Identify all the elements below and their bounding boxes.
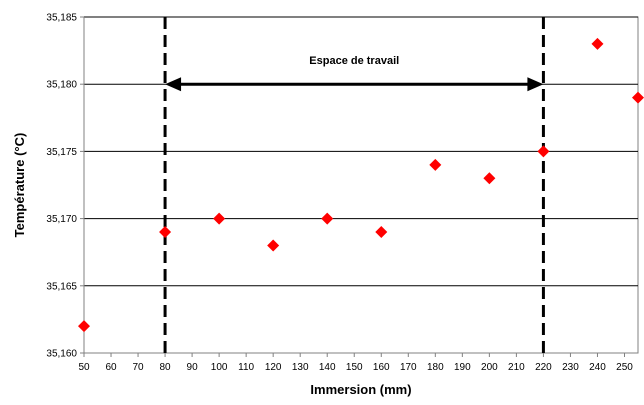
x-tick-label: 160 bbox=[373, 362, 390, 373]
data-point bbox=[375, 226, 388, 239]
x-tick-label: 230 bbox=[562, 362, 579, 373]
x-tick-label: 100 bbox=[211, 362, 228, 373]
arrow-head-right bbox=[527, 77, 544, 92]
x-tick-label: 210 bbox=[508, 362, 525, 373]
data-point bbox=[632, 91, 644, 104]
x-tick-label: 180 bbox=[427, 362, 444, 373]
plot-area bbox=[83, 16, 639, 354]
data-point bbox=[159, 226, 172, 239]
x-tick-label: 220 bbox=[535, 362, 552, 373]
data-point bbox=[213, 212, 226, 225]
x-axis-title: Immersion (mm) bbox=[310, 382, 411, 397]
x-tick-label: 190 bbox=[454, 362, 471, 373]
work-space-boundaries bbox=[163, 17, 545, 353]
data-point bbox=[267, 239, 280, 252]
x-tick-label: 60 bbox=[105, 362, 117, 373]
x-tick-label: 200 bbox=[481, 362, 498, 373]
x-tick-label: 50 bbox=[78, 362, 90, 373]
arrow-head-left bbox=[165, 77, 182, 92]
data-point bbox=[429, 158, 442, 171]
x-tick-label: 80 bbox=[160, 362, 172, 373]
y-tick-label: 35,185 bbox=[46, 13, 77, 24]
x-tick-label: 170 bbox=[400, 362, 417, 373]
work-space-label: Espace de travail bbox=[309, 55, 399, 67]
x-tick-label: 120 bbox=[265, 362, 282, 373]
x-tick-label: 130 bbox=[292, 362, 309, 373]
x-tick-labels: 50 60 70 80 90 100 110 120 130 140 150 160 170 180 190… bbox=[78, 353, 633, 373]
axes bbox=[83, 17, 638, 354]
y-tick-label: 35,165 bbox=[46, 281, 77, 292]
x-tick-label: 150 bbox=[346, 362, 363, 373]
x-tick-label: 240 bbox=[589, 362, 606, 373]
work-space-arrow bbox=[165, 77, 544, 92]
data-point bbox=[483, 172, 496, 185]
data-point bbox=[78, 320, 90, 333]
x-tick-label: 140 bbox=[319, 362, 336, 373]
y-tick-label: 35,175 bbox=[46, 147, 77, 158]
x-tick-label: 250 bbox=[616, 362, 633, 373]
x-tick-label: 110 bbox=[238, 362, 254, 373]
x-tick-label: 70 bbox=[132, 362, 144, 373]
data-points bbox=[78, 37, 644, 333]
data-point bbox=[321, 212, 334, 225]
data-point bbox=[591, 37, 604, 50]
x-tick-label: 90 bbox=[187, 362, 199, 373]
y-tick-labels: 35,160 35,165 35,170 35,175 35,180 35,185 bbox=[46, 13, 84, 360]
y-tick-label: 35,170 bbox=[46, 214, 77, 225]
y-tick-label: 35,180 bbox=[46, 80, 77, 91]
y-axis-title: Température (°C) bbox=[12, 133, 27, 238]
y-tick-label: 35,160 bbox=[46, 349, 77, 360]
data-point bbox=[537, 145, 550, 158]
